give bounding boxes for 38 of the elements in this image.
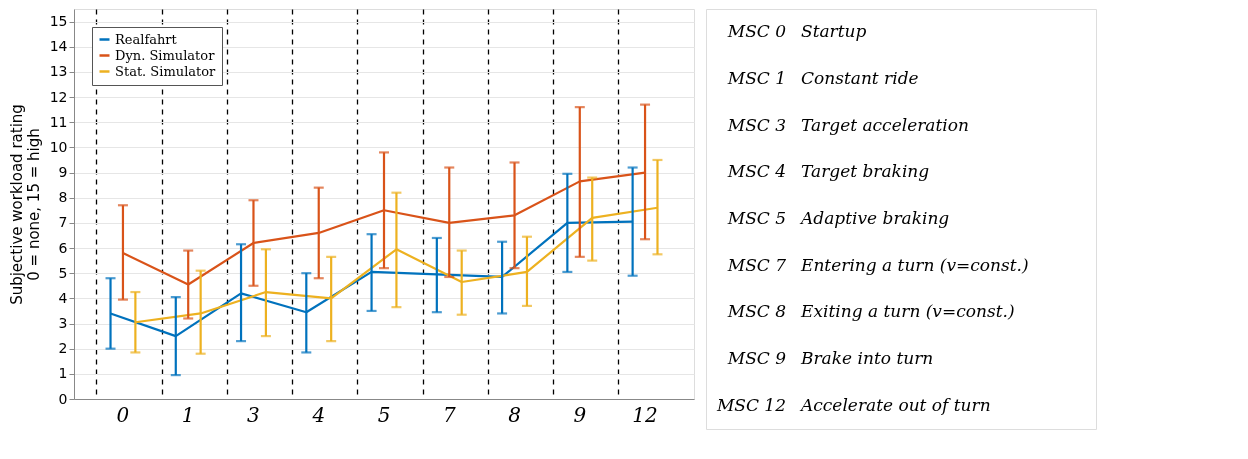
y-tick-label: 4	[58, 289, 68, 306]
legend-label: Realfahrt	[115, 31, 178, 47]
x-tick-label: 3	[247, 402, 260, 427]
text: MSC 12 Accelerate out of turn	[716, 394, 991, 415]
y-tick-label: 14	[49, 38, 68, 55]
y-tick-label: 3	[58, 315, 68, 332]
x-tick-label: 9	[573, 402, 587, 427]
text: MSC 4 Target braking	[727, 161, 930, 182]
x-tick-label: 8	[508, 402, 521, 427]
y-tick-label: 1	[58, 365, 68, 382]
y-tick-label: 7	[58, 214, 68, 231]
legend-label: Dyn. Simulator	[115, 47, 216, 63]
text: MSC 1 Constant ride	[727, 68, 919, 88]
x-tick-label: 7	[442, 402, 456, 427]
y-tick-label: 5	[58, 264, 68, 281]
text: MSC 5 Adaptive braking	[727, 208, 950, 228]
y-tick-label: 9	[58, 164, 68, 181]
x-tick-label: 4	[311, 402, 326, 427]
y-tick-label: 6	[58, 239, 68, 256]
y-tick-label: 2	[58, 340, 68, 357]
x-tick-label: 5	[377, 402, 391, 427]
y-tick-label: 15	[49, 13, 68, 30]
x-tick-label: 0	[116, 402, 130, 427]
text: MSC 0 Startup	[727, 21, 867, 42]
x-tick-label: 12	[632, 402, 658, 427]
y-tick-label: 10	[49, 138, 68, 155]
text: MSC 9 Brake into turn	[727, 348, 934, 368]
y-tick-label: 11	[49, 113, 68, 130]
y-tick-label: 8	[58, 189, 68, 206]
text: MSC 3 Target acceleration	[727, 114, 969, 135]
y-tick-label: 0	[58, 390, 68, 407]
y-axis-title: Subjective workload rating 0 = none, 15 = high	[7, 104, 43, 305]
x-tick-label: 1	[181, 402, 195, 427]
y-tick-label: 12	[49, 88, 68, 105]
y-tick-label: 13	[49, 63, 68, 80]
legend-label: Stat. Simulator	[115, 63, 217, 79]
text: MSC 8 Exiting a turn (v=const.)	[727, 301, 1015, 322]
text: MSC 7 Entering a turn (v=const.)	[727, 254, 1029, 275]
